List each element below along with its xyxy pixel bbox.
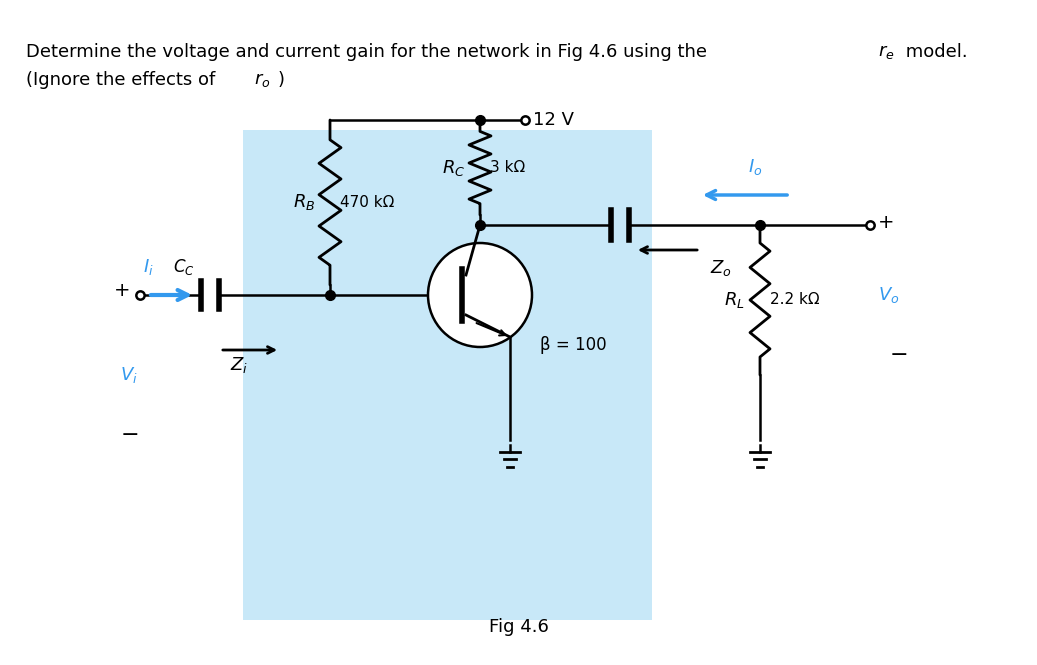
Text: Determine the voltage and current gain for the network in Fig 4.6 using the: Determine the voltage and current gain f… (26, 43, 712, 61)
Text: 2.2 kΩ: 2.2 kΩ (770, 293, 819, 307)
Text: $V_o$: $V_o$ (878, 285, 899, 305)
Text: Fig 4.6: Fig 4.6 (488, 618, 549, 636)
Text: $Z_o$: $Z_o$ (710, 258, 732, 278)
Text: model.: model. (900, 43, 968, 61)
Text: $I_o$: $I_o$ (748, 157, 762, 177)
Circle shape (428, 243, 532, 347)
Text: β = 100: β = 100 (540, 336, 607, 354)
Text: (Ignore the effects of: (Ignore the effects of (26, 71, 221, 89)
Text: +: + (113, 281, 130, 299)
Text: $R_C$: $R_C$ (442, 158, 465, 178)
Text: 12 V: 12 V (533, 111, 574, 129)
Text: $R_L$: $R_L$ (724, 290, 745, 310)
Text: $Z_i$: $Z_i$ (230, 355, 248, 375)
Text: $R_B$: $R_B$ (292, 192, 315, 213)
Text: ): ) (278, 71, 285, 89)
Text: 470 kΩ: 470 kΩ (340, 195, 394, 210)
Text: $V_i$: $V_i$ (120, 365, 138, 385)
Bar (243, 130, 652, 620)
Text: −: − (120, 425, 139, 445)
Text: $C_C$: $C_C$ (173, 257, 195, 277)
Text: $I_i$: $I_i$ (143, 257, 153, 277)
Text: +: + (878, 213, 895, 231)
Text: $r_e$: $r_e$ (878, 43, 895, 61)
Text: −: − (890, 345, 908, 365)
Text: 3 kΩ: 3 kΩ (491, 160, 526, 175)
Text: $r_o$: $r_o$ (254, 71, 271, 89)
